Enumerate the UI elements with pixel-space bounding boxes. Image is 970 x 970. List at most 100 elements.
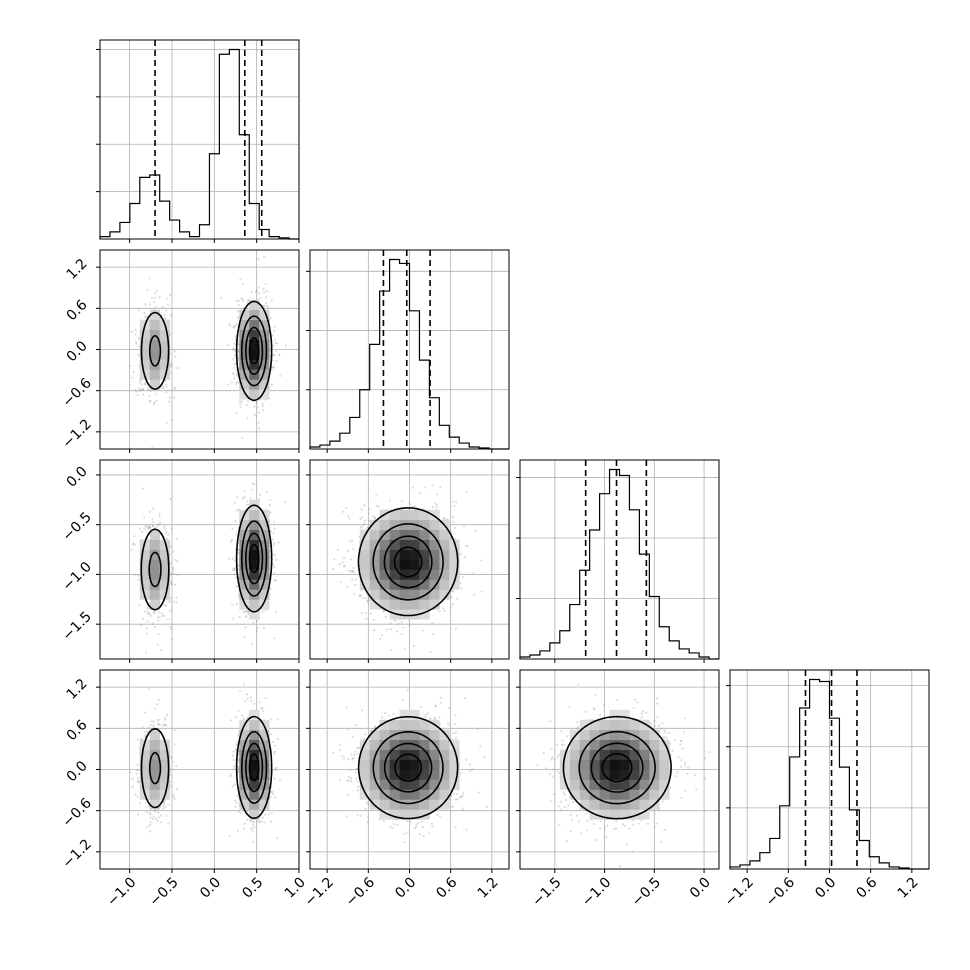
density-cell	[359, 559, 371, 570]
scatter-point	[231, 557, 234, 560]
scatter-point	[359, 526, 363, 529]
density-cell	[239, 569, 250, 580]
scatter-point	[163, 313, 166, 316]
scatter-point	[162, 724, 165, 727]
density-cell	[379, 519, 390, 530]
density-cell	[159, 589, 170, 600]
scatter-point	[431, 484, 434, 487]
scatter-point	[158, 515, 161, 518]
density-cell	[399, 519, 410, 530]
scatter-point	[351, 578, 354, 581]
contour-level-0	[140, 504, 273, 613]
scatter-point	[175, 537, 178, 540]
scatter-point	[342, 510, 345, 513]
scatter-point	[269, 499, 272, 502]
density-cell	[239, 589, 250, 600]
scatter-point	[129, 771, 132, 774]
density-cell	[369, 529, 380, 540]
contour-level-3	[248, 337, 260, 365]
scatter-point	[144, 610, 147, 613]
scatter-point	[235, 585, 238, 588]
panel-frame	[99, 249, 300, 450]
scatter-point	[273, 637, 276, 640]
density-cell	[409, 589, 420, 600]
scatter-point	[145, 632, 148, 635]
scatter-point	[354, 583, 357, 586]
density-cell	[359, 549, 371, 560]
scatter-point	[134, 328, 137, 331]
density-cell	[259, 589, 270, 600]
scatter-point	[273, 527, 276, 530]
scatter-point	[175, 601, 178, 604]
scatter-point	[273, 553, 276, 556]
scatter-point	[452, 520, 455, 523]
scatter-point	[133, 543, 136, 546]
scatter-point	[137, 308, 140, 312]
scatter-point	[389, 622, 392, 625]
scatter-point	[159, 648, 162, 652]
density-cell	[399, 579, 410, 590]
scatter-point	[283, 501, 286, 504]
scatter-point	[149, 820, 152, 824]
density-cell	[249, 389, 260, 400]
scatter-point	[168, 599, 171, 602]
density-cell	[429, 529, 440, 540]
density-cell	[259, 349, 270, 360]
scatter-point	[237, 568, 240, 572]
scatter-point	[233, 573, 236, 576]
panel-content	[100, 460, 299, 659]
scatter-point	[336, 548, 339, 552]
density-cell	[449, 579, 460, 590]
scatter-point	[171, 419, 174, 422]
scatter-point	[147, 607, 150, 610]
scatter-point	[233, 366, 236, 370]
scatter-point	[157, 633, 160, 636]
scatter-point	[154, 296, 157, 299]
density-cell	[149, 349, 161, 360]
scatter-point	[176, 573, 179, 576]
scatter-point	[367, 599, 370, 602]
scatter-point	[462, 524, 466, 528]
density-cell	[379, 579, 390, 590]
scatter-point	[175, 596, 178, 599]
density-cell	[249, 319, 260, 330]
scatter-point	[452, 500, 455, 503]
scatter-point	[165, 383, 168, 386]
scatter-point	[145, 316, 148, 319]
scatter-point	[137, 574, 140, 577]
density-cell	[389, 509, 400, 521]
scatter-point	[132, 542, 135, 545]
scatter-point	[253, 413, 256, 417]
scatter-point	[255, 401, 258, 404]
scatter-point	[270, 812, 273, 815]
scatter-point	[265, 304, 268, 307]
scatter-point	[169, 293, 172, 297]
scatter-point	[367, 512, 370, 515]
density-cell	[259, 539, 270, 550]
scatter-point	[235, 603, 238, 606]
density-cell	[249, 349, 260, 360]
scatter-point	[172, 566, 175, 570]
scatter-point	[269, 587, 272, 590]
scatter-point	[164, 604, 167, 607]
scatter-point	[255, 629, 258, 633]
scatter-point	[361, 524, 364, 528]
scatter-point	[170, 597, 173, 600]
scatter-point	[243, 496, 246, 499]
scatter-point	[261, 706, 264, 710]
scatter-point	[377, 505, 380, 508]
scatter-point	[138, 387, 141, 390]
scatter-point	[265, 491, 269, 494]
scatter-point	[246, 500, 249, 503]
panel-2-2	[516, 459, 720, 663]
panel-3-0	[96, 669, 300, 873]
contour-level-3	[393, 546, 423, 578]
scatter-point	[247, 613, 250, 616]
scatter-point	[390, 648, 393, 652]
hist-frame-2	[519, 459, 720, 660]
scatter-point	[147, 388, 150, 391]
scatter-point	[246, 307, 249, 310]
scatter-point	[169, 626, 172, 629]
contour-level-1	[372, 523, 444, 601]
scatter-point	[151, 517, 154, 521]
